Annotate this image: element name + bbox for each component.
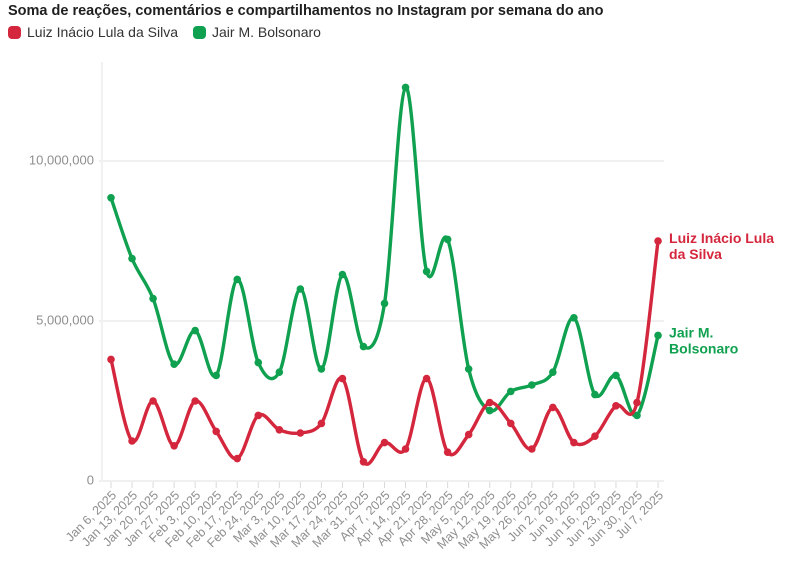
data-point-marker[interactable] <box>191 326 199 335</box>
data-point-marker[interactable] <box>233 454 242 463</box>
data-point-marker[interactable] <box>359 458 368 466</box>
data-point-marker[interactable] <box>212 371 220 380</box>
data-point-marker[interactable] <box>654 237 662 245</box>
data-point-marker[interactable] <box>591 432 599 441</box>
legend-swatch-bolsonaro <box>193 25 206 39</box>
data-point-marker[interactable] <box>107 355 115 364</box>
data-point-marker[interactable] <box>506 387 515 396</box>
data-point-marker[interactable] <box>296 429 305 437</box>
data-point-marker[interactable] <box>422 374 431 383</box>
data-point-marker[interactable] <box>443 448 452 457</box>
legend-swatch-lula <box>8 25 21 39</box>
data-point-marker[interactable] <box>570 438 578 447</box>
data-point-marker[interactable] <box>549 368 557 377</box>
data-point-marker[interactable] <box>275 368 284 377</box>
data-point-marker[interactable] <box>464 365 473 373</box>
data-point-marker[interactable] <box>464 430 473 439</box>
data-point-marker[interactable] <box>296 285 305 293</box>
data-point-marker[interactable] <box>422 267 431 276</box>
data-point-marker[interactable] <box>612 371 620 380</box>
data-point-marker[interactable] <box>128 254 136 263</box>
data-point-marker[interactable] <box>170 360 178 369</box>
data-point-marker[interactable] <box>570 314 578 322</box>
legend-label-bolsonaro: Jair M. Bolsonaro <box>212 24 321 40</box>
data-point-marker[interactable] <box>212 427 220 436</box>
data-point-marker[interactable] <box>633 398 641 407</box>
data-point-marker[interactable] <box>275 426 284 434</box>
series-end-label: Luiz Inácio Lula <box>669 230 774 246</box>
data-point-marker[interactable] <box>107 194 115 202</box>
data-point-marker[interactable] <box>654 331 662 340</box>
y-axis-tick-label: 5,000,000 <box>36 312 94 327</box>
data-point-marker[interactable] <box>254 358 263 367</box>
series-end-label: Bolsonaro <box>669 340 738 356</box>
data-point-marker[interactable] <box>359 342 368 351</box>
chart-title: Soma de reações, comentários e compartil… <box>8 3 604 19</box>
data-point-marker[interactable] <box>549 403 557 412</box>
series-end-label: Jair M. <box>669 324 713 340</box>
data-point-marker[interactable] <box>401 83 410 92</box>
legend-label-lula: Luiz Inácio Lula da Silva <box>27 24 178 40</box>
data-point-marker[interactable] <box>338 270 347 279</box>
y-axis-tick-label: 10,000,000 <box>29 152 94 167</box>
data-point-marker[interactable] <box>612 402 620 410</box>
series-line-1 <box>109 85 660 418</box>
data-point-marker[interactable] <box>149 294 157 303</box>
data-point-marker[interactable] <box>170 442 178 450</box>
data-point-marker[interactable] <box>506 419 515 428</box>
data-point-marker[interactable] <box>149 397 157 405</box>
data-point-marker[interactable] <box>528 445 536 453</box>
data-point-marker[interactable] <box>191 397 199 405</box>
data-point-marker[interactable] <box>401 445 410 453</box>
data-point-marker[interactable] <box>380 299 389 308</box>
data-point-marker[interactable] <box>317 419 326 428</box>
data-point-marker[interactable] <box>485 398 494 407</box>
legend-item-lula: Luiz Inácio Lula da Silva <box>8 24 178 40</box>
data-point-marker[interactable] <box>254 411 263 420</box>
data-point-marker[interactable] <box>380 438 389 447</box>
series-line-0 <box>109 239 660 466</box>
data-point-marker[interactable] <box>485 406 494 415</box>
data-point-marker[interactable] <box>317 365 326 373</box>
series-end-label: da Silva <box>669 246 722 262</box>
data-point-marker[interactable] <box>443 235 452 244</box>
legend: Luiz Inácio Lula da Silva Jair M. Bolson… <box>8 24 321 40</box>
data-point-marker[interactable] <box>591 390 599 399</box>
y-axis-tick-label: 0 <box>87 472 94 487</box>
data-point-marker[interactable] <box>633 411 641 420</box>
data-point-marker[interactable] <box>233 275 242 284</box>
data-point-marker[interactable] <box>338 374 347 383</box>
data-point-marker[interactable] <box>528 381 536 389</box>
data-point-marker[interactable] <box>128 437 136 445</box>
legend-item-bolsonaro: Jair M. Bolsonaro <box>193 24 321 40</box>
